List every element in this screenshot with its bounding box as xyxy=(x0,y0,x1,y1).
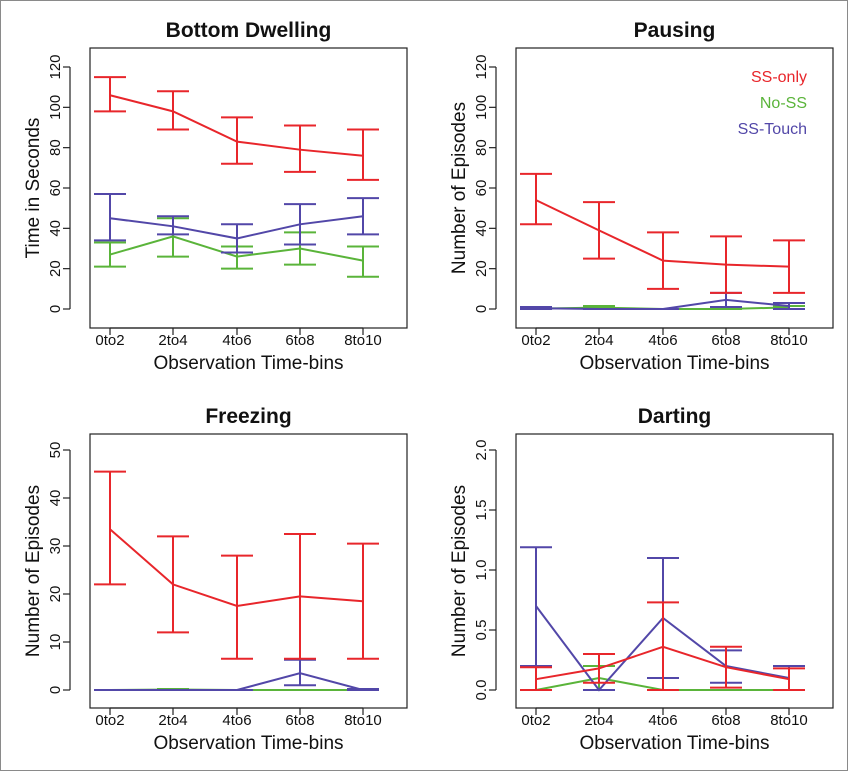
y-tick-label: 0 xyxy=(47,686,64,694)
panel-title: Pausing xyxy=(634,19,716,42)
x-tick-label: 0to2 xyxy=(521,332,550,349)
y-tick-label: 1.5 xyxy=(473,500,490,521)
y-tick-label: 0 xyxy=(473,305,490,313)
y-tick-label: 20 xyxy=(47,586,64,603)
y-tick-label: 2.0 xyxy=(473,440,490,461)
x-tick-label: 2to4 xyxy=(584,712,613,729)
y-tick-label: 50 xyxy=(47,442,64,459)
panel-darting: Darting 0.0 0.5 1.0 1.5 2.0 Number of Episodes… xyxy=(449,405,834,754)
x-tick-label: 8to10 xyxy=(344,712,382,729)
x-axis-label: Observation Time-bins xyxy=(579,353,769,374)
x-tick-label: 0to2 xyxy=(95,712,124,729)
y-tick-label: 1.0 xyxy=(473,560,490,581)
panel-bottom-dwelling: Bottom Dwelling 0 20 40 60 80 100 120 Time in Se… xyxy=(23,19,408,374)
plot-area xyxy=(89,433,408,709)
x-tick-label: 4to6 xyxy=(648,712,677,729)
x-tick-label: 4to6 xyxy=(222,332,251,349)
panel-title: Darting xyxy=(638,405,712,428)
x-tick-label: 0to2 xyxy=(95,332,124,349)
series-ss-only xyxy=(520,601,805,691)
x-axis-label: Observation Time-bins xyxy=(153,353,343,374)
y-tick-label: 40 xyxy=(47,220,64,237)
x-tick-label: 8to10 xyxy=(344,332,382,349)
y-tick-label: 120 xyxy=(47,54,64,79)
series-ss-touch xyxy=(94,658,379,691)
y-axis-label: Time in Seconds xyxy=(23,118,44,259)
plot-area xyxy=(89,47,408,329)
panel-title: Freezing xyxy=(205,405,291,428)
x-tick-label: 6to8 xyxy=(711,712,740,729)
y-tick-label: 100 xyxy=(47,95,64,120)
x-tick-label: 0to2 xyxy=(521,712,550,729)
y-axis-label: Number of Episodes xyxy=(449,485,470,657)
x-tick-label: 6to8 xyxy=(711,332,740,349)
series-line xyxy=(110,672,364,691)
x-axis-label: Observation Time-bins xyxy=(153,733,343,754)
series-ss-touch xyxy=(94,193,379,254)
legend: SS-only No-SS SS-Touch xyxy=(738,69,807,138)
y-tick-label: 0.0 xyxy=(473,680,490,701)
y-tick-label: 20 xyxy=(47,260,64,277)
x-tick-label: 6to8 xyxy=(285,332,314,349)
x-tick-label: 2to4 xyxy=(584,332,613,349)
x-tick-label: 4to6 xyxy=(648,332,677,349)
y-tick-label: 80 xyxy=(473,139,490,156)
y-axis-label: Number of Episodes xyxy=(449,102,470,274)
legend-entry: No-SS xyxy=(760,95,807,112)
series-ss-touch xyxy=(520,291,805,310)
y-tick-label: 0 xyxy=(47,305,64,313)
series-ss-only xyxy=(94,76,379,181)
series-ss-only xyxy=(94,470,379,660)
panel-pausing: Pausing 0 20 40 60 80 100 120 Number of Episodes… xyxy=(449,19,834,374)
y-tick-label: 100 xyxy=(473,95,490,120)
legend-entry: SS-Touch xyxy=(738,121,807,138)
plot-area xyxy=(515,47,834,329)
x-tick-label: 8to10 xyxy=(770,712,808,729)
y-tick-label: 60 xyxy=(473,180,490,197)
x-tick-label: 2to4 xyxy=(158,332,187,349)
x-tick-label: 8to10 xyxy=(770,332,808,349)
y-tick-label: 10 xyxy=(47,634,64,651)
y-tick-label: 40 xyxy=(47,490,64,507)
y-tick-label: 30 xyxy=(47,538,64,555)
panel-title: Bottom Dwelling xyxy=(166,19,332,42)
x-tick-label: 2to4 xyxy=(158,712,187,729)
x-axis-label: Observation Time-bins xyxy=(579,733,769,754)
y-tick-label: 80 xyxy=(47,139,64,156)
y-tick-label: 60 xyxy=(47,180,64,197)
x-tick-label: 4to6 xyxy=(222,712,251,729)
y-axis-label: Number of Episodes xyxy=(23,485,44,657)
y-tick-label: 120 xyxy=(473,54,490,79)
x-tick-label: 6to8 xyxy=(285,712,314,729)
y-tick-label: 20 xyxy=(473,260,490,277)
y-tick-label: 0.5 xyxy=(473,620,490,641)
legend-entry: SS-only xyxy=(751,69,807,86)
y-tick-label: 40 xyxy=(473,220,490,237)
panel-freezing: Freezing 0 10 20 30 40 50 Number of Episodes 0to… xyxy=(23,405,408,754)
series-ss-only xyxy=(520,172,805,294)
